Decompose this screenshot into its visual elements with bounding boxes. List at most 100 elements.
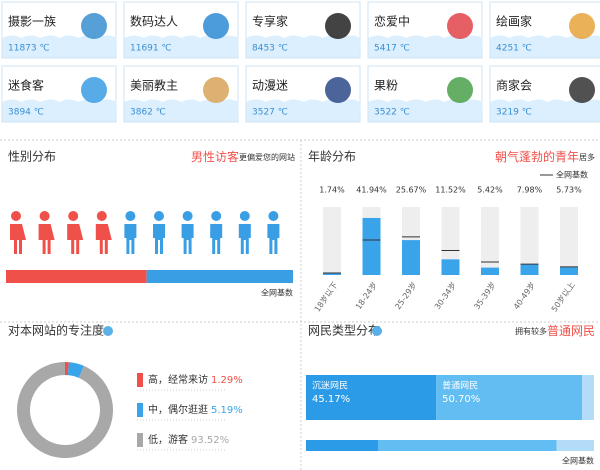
column-bg: [520, 207, 539, 275]
tag-label: 绘画家: [496, 14, 532, 29]
tag-icon: [203, 13, 229, 39]
tag-count: 4251 ℃: [496, 44, 532, 54]
segment-name: 普通网民: [442, 380, 478, 392]
tag-label: 恋爱中: [374, 14, 410, 29]
person-head: [182, 211, 193, 221]
person-icon: [95, 211, 112, 254]
tag-count: 11691 ℃: [130, 44, 172, 54]
tag-label: 果粉: [374, 79, 398, 93]
panel-note: 男性访客更偏爱您的网站: [191, 149, 295, 164]
value-label: 7.98%: [517, 186, 543, 195]
pie-slice: [67, 362, 85, 378]
note: 居多: [579, 152, 595, 162]
person-body: [267, 224, 280, 254]
panel-note: 拥有较多普通网民: [515, 324, 595, 338]
legend-label: 高，经常来访: [148, 373, 208, 386]
person-body: [38, 224, 55, 254]
segment-value: 50.70%: [442, 394, 480, 405]
person-head: [268, 211, 279, 221]
legend-label: 中，偶尔逛逛: [148, 403, 208, 416]
tag-wave: [490, 35, 600, 58]
legend-swatch: [137, 403, 143, 417]
x-tick-label: 50岁以上: [549, 280, 577, 314]
person-body: [181, 224, 194, 254]
x-tick-label: 40-49岁: [511, 280, 537, 311]
tag-wave: [246, 35, 361, 58]
bar: [520, 264, 539, 275]
column-bg: [441, 207, 460, 275]
x-tick-label: 18-24岁: [353, 280, 379, 311]
bar: [402, 240, 420, 275]
panel-title: 性别分布: [8, 150, 56, 164]
person-head: [211, 211, 222, 221]
tag-wave: [2, 99, 117, 122]
value-label: 41.94%: [356, 186, 387, 195]
bar-segment: [146, 270, 293, 283]
x-tick-label: 25-29岁: [393, 280, 419, 311]
tag-wave: [2, 35, 117, 58]
bar-segment: [556, 440, 594, 451]
tag-icon: [447, 77, 473, 103]
person-icon: [10, 211, 26, 254]
tag-count: 3527 ℃: [252, 108, 288, 118]
tag-icon: [569, 77, 595, 103]
person-head: [39, 211, 50, 221]
value-label: 5.73%: [556, 186, 582, 195]
person-body: [238, 224, 251, 254]
tag-label: 专享家: [252, 14, 288, 29]
person-body: [95, 224, 112, 254]
note: 拥有较多: [515, 326, 547, 336]
person-head: [96, 211, 107, 221]
person-body: [10, 224, 26, 254]
highlight: 普通网民: [547, 324, 595, 338]
legend-label: 全网基数: [556, 170, 588, 180]
column-bg: [323, 207, 341, 275]
bar-segment: [306, 375, 437, 420]
tag-wave: [124, 35, 239, 58]
person-icon: [238, 211, 251, 254]
bar: [441, 259, 460, 275]
legend-item: 高，经常来访 1.29%: [148, 373, 243, 386]
person-icon: [153, 211, 165, 254]
tag-label: 摄影一族: [8, 14, 56, 29]
tag-count: 3862 ℃: [130, 108, 166, 118]
panel-note: 朝气蓬勃的青年居多: [495, 149, 595, 164]
tag-wave: [124, 99, 239, 122]
legend-value: 5.19%: [211, 405, 243, 416]
panel-title: 年龄分布: [308, 150, 356, 164]
x-tick-label: 18岁以下: [312, 280, 340, 314]
person-icon: [267, 211, 280, 254]
bar: [323, 272, 341, 275]
segment-value: 45.17%: [312, 394, 350, 405]
person-body: [67, 224, 84, 254]
tag-icon: [569, 13, 595, 39]
tag-label: 美丽教主: [130, 78, 178, 93]
tag-wave: [368, 35, 483, 58]
legend-value: 93.52%: [191, 435, 229, 446]
value-label: 25.67%: [396, 186, 427, 195]
highlight: 男性访客: [191, 149, 239, 164]
person-head: [11, 211, 21, 221]
bar-segment: [6, 270, 147, 283]
tag-label: 动漫迷: [252, 79, 288, 93]
person-head: [239, 211, 250, 221]
highlight: 朝气蓬勃的青年: [495, 149, 579, 164]
help-icon: [372, 326, 382, 336]
legend-label: 低，游客: [148, 433, 188, 446]
tag-icon: [325, 13, 351, 39]
column-bg: [481, 207, 499, 275]
legend-item: 低，游客 93.52%: [148, 433, 229, 446]
tag-count: 3894 ℃: [8, 108, 44, 118]
legend-value: 1.29%: [211, 375, 243, 386]
person-icon: [124, 211, 137, 254]
tag-icon: [325, 77, 351, 103]
tag-wave: [246, 99, 361, 122]
x-tick-label: 35-39岁: [472, 280, 498, 311]
bar: [560, 267, 578, 275]
tag-wave: [368, 99, 483, 122]
person-icon: [210, 211, 223, 254]
legend-swatch: [137, 433, 143, 447]
person-body: [210, 224, 223, 254]
person-icon: [38, 211, 55, 254]
